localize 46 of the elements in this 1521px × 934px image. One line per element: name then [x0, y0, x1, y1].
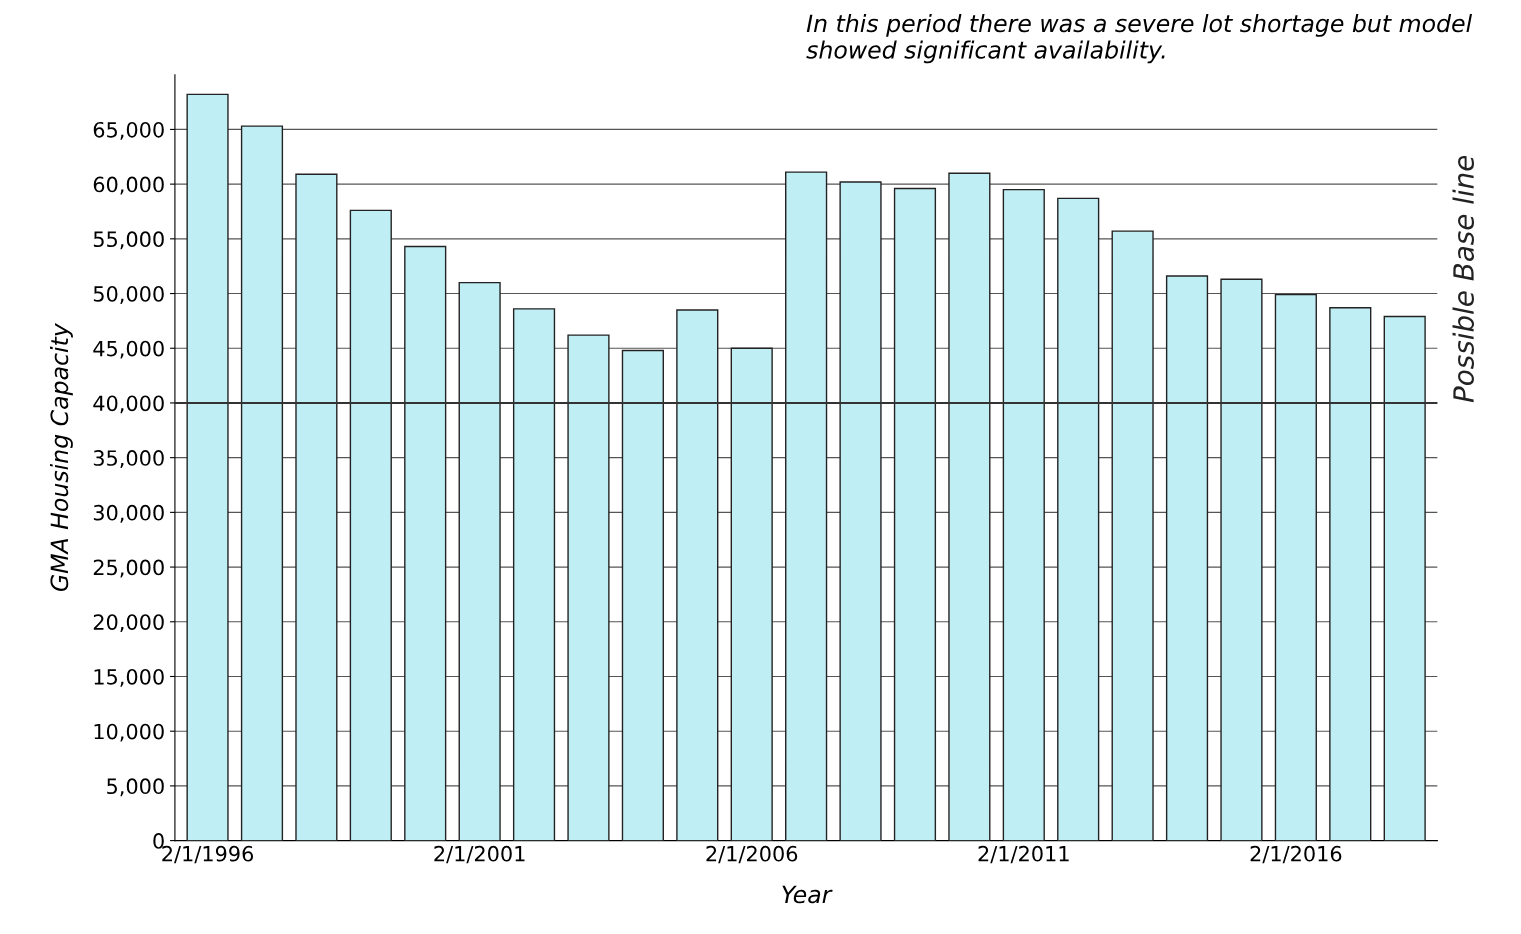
bar [676, 309, 719, 841]
bar [948, 172, 991, 841]
bar [404, 245, 447, 841]
bar [730, 347, 773, 841]
y-tick-label: 30,000 [93, 504, 164, 523]
text: In this period there was a severe lot shortage but model showed significant availability. [806, 14, 1473, 64]
x-tick-label: 2/1/2001 [434, 845, 525, 864]
y-tick-label: 0 [153, 833, 164, 849]
bar [1274, 293, 1317, 841]
bar [295, 173, 338, 841]
x-tick-label: 2/1/2011 [978, 845, 1069, 864]
y-tick-label: 20,000 [93, 614, 164, 633]
y-tick-label: 55,000 [93, 231, 164, 250]
y-tick-label: 25,000 [93, 559, 164, 578]
bar [458, 281, 501, 841]
y-axis-title: GMA Housing Capacity [50, 322, 73, 592]
bar [1111, 230, 1154, 841]
y-tick-label: 60,000 [93, 176, 164, 195]
bar [785, 171, 828, 841]
bar [349, 209, 392, 841]
y-tick-label: 10,000 [94, 723, 164, 742]
bar [1329, 307, 1372, 841]
bar [1220, 278, 1263, 841]
bar [512, 308, 556, 841]
bar [839, 181, 882, 841]
ref-line-label: Possible Base line [1452, 155, 1474, 403]
x-tick-label: 2/1/1996 [162, 845, 254, 864]
bar [893, 187, 937, 841]
y-tick-label: 40,000 [93, 395, 164, 414]
y-tick-label: 35,000 [93, 450, 164, 468]
bar [621, 349, 664, 841]
y-tick-label: 5,000 [107, 778, 164, 797]
x-tick-label: 2/1/2006 [706, 845, 798, 864]
bar [1002, 188, 1045, 841]
y-tick-label: 65,000 [93, 121, 164, 140]
bar [1165, 275, 1209, 841]
y-tick-label: 45,000 [93, 340, 164, 359]
bar [567, 334, 610, 841]
x-axis-title: Year [782, 885, 833, 904]
y-tick-label: 15,000 [94, 668, 164, 687]
bar [186, 93, 229, 841]
bar [1383, 315, 1426, 841]
x-tick-label: 2/1/2016 [1250, 845, 1342, 864]
bar [240, 125, 284, 841]
bar [1057, 197, 1100, 841]
y-tick-label: 50,000 [93, 286, 164, 304]
